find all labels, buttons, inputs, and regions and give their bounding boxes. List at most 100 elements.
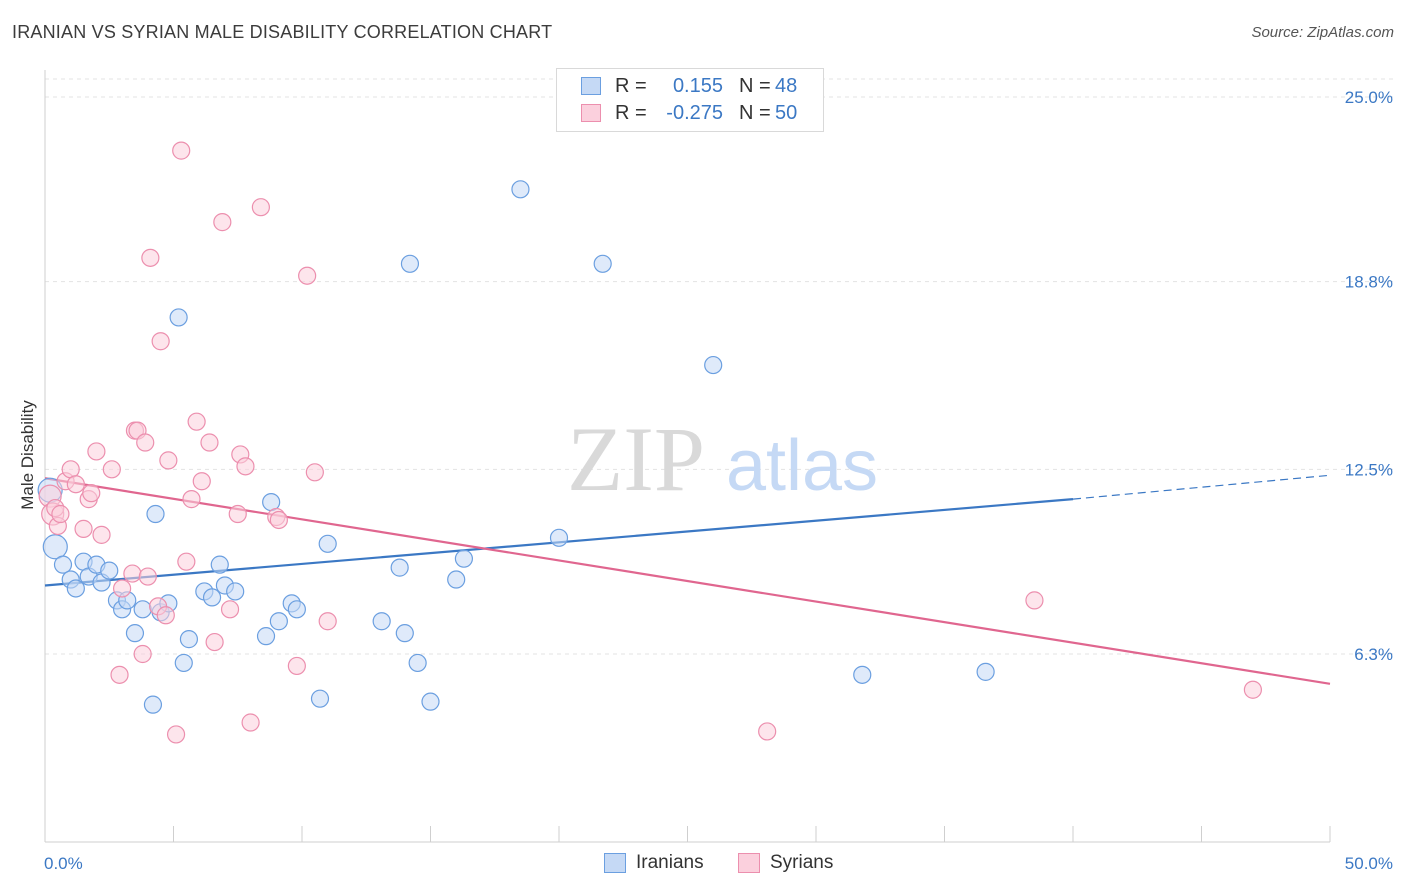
iranian-point-33	[318, 534, 337, 553]
watermark-zip: ZIP	[567, 408, 705, 510]
syrian-point-31	[187, 412, 206, 431]
legend-swatch-iranians	[581, 77, 601, 95]
iranian-point-13	[125, 624, 145, 643]
syrian-point-10	[82, 484, 101, 503]
series-legend-iranians: Iranians	[604, 852, 704, 874]
x-tick-label-max: 50.0%	[1345, 854, 1393, 873]
syrian-trend-line	[44, 477, 1331, 685]
series-legend-syrians: Syrians	[738, 852, 833, 874]
series-swatch-syrians	[738, 853, 760, 873]
syrian-point-14	[110, 665, 129, 684]
legend-r-label: R =	[615, 74, 647, 97]
syrian-point-15	[112, 579, 132, 598]
iranian-point-35	[390, 558, 409, 577]
syrian-point-46	[305, 463, 324, 482]
iranian-point-31	[287, 600, 306, 619]
watermark: ZIP atlas	[567, 408, 878, 510]
iranian-point-29	[269, 612, 288, 631]
y-axis-label: Male Disability	[18, 400, 37, 510]
tick-labels: 6.3% 12.5% 18.8% 25.0% 0.0% 50.0%	[44, 88, 1393, 873]
iranian-point-20	[174, 653, 193, 673]
series-legend: Iranians Syrians	[0, 852, 1406, 876]
iranian-point-34	[372, 612, 391, 631]
legend-r-value: -0.275	[666, 101, 723, 124]
y-tick-label-2: 18.8%	[1345, 273, 1393, 292]
iranian-point-26	[226, 582, 245, 601]
iranian-point-36	[395, 624, 414, 643]
iranian-point-23	[202, 588, 222, 607]
syrian-point-40	[241, 713, 260, 732]
syrian-point-7	[66, 475, 85, 494]
legend-n-value: 48	[775, 74, 798, 97]
syrian-point-27	[166, 725, 186, 744]
syrian-point-32	[192, 472, 211, 491]
x-tick-label-min: 0.0%	[44, 854, 83, 873]
iranian-point-15	[143, 695, 163, 714]
axes	[44, 70, 1331, 843]
legend-r-value: 0.155	[672, 74, 723, 97]
iranian-point-42	[511, 180, 530, 199]
iranian-point-4	[66, 579, 85, 598]
legend-swatch-syrians	[581, 104, 601, 122]
iranian-point-37	[400, 254, 420, 273]
syrian-point-28	[172, 141, 191, 160]
iranian-point-19	[169, 308, 188, 327]
syrian-point-30	[182, 490, 201, 509]
syrian-point-48	[758, 722, 777, 741]
legend-row-syrians: R = -0.275 N = 50	[581, 100, 797, 126]
iranian-point-43	[549, 528, 569, 547]
iranian-point-16	[146, 504, 165, 524]
syrian-point-43	[269, 510, 288, 530]
syrian-point-35	[213, 213, 232, 232]
y-tick-label-1: 12.5%	[1345, 460, 1393, 479]
iranian-point-27	[256, 627, 276, 646]
iranian-point-2	[53, 555, 73, 574]
stats-legend: R = 0.155 N = 48 R = -0.275 N = 50	[556, 68, 824, 132]
legend-n-label: N =	[739, 74, 771, 97]
syrian-point-16	[123, 564, 142, 583]
syrian-point-18	[133, 644, 152, 664]
syrian-point-24	[151, 332, 170, 351]
iranian-point-45	[704, 355, 723, 375]
iranian-trend-extension	[1072, 474, 1331, 500]
iranian-point-46	[853, 665, 872, 684]
syrian-point-41	[251, 198, 270, 217]
syrian-point-37	[228, 504, 247, 524]
syrian-point-39	[236, 457, 255, 476]
data-points	[37, 141, 1263, 744]
syrian-point-36	[220, 600, 240, 619]
syrian-point-12	[92, 525, 111, 544]
iranian-point-39	[421, 692, 440, 711]
syrian-point-49	[1025, 591, 1044, 610]
iranian-point-41	[454, 549, 474, 568]
iranian-point-32	[310, 689, 330, 708]
syrian-point-45	[298, 266, 317, 285]
syrian-point-25	[156, 606, 175, 625]
syrian-point-4	[51, 504, 70, 524]
syrian-point-50	[1243, 680, 1263, 699]
syrian-point-34	[205, 632, 224, 652]
iranian-point-40	[447, 570, 466, 589]
y-tick-label-3: 25.0%	[1345, 88, 1393, 107]
legend-n-label: N =	[739, 101, 771, 124]
iranian-point-1	[42, 534, 68, 560]
iranian-point-21	[179, 630, 199, 649]
chart-source: Source: ZipAtlas.com	[1251, 24, 1394, 41]
syrian-point-26	[159, 451, 178, 470]
syrian-point-8	[74, 519, 93, 538]
syrian-point-29	[177, 552, 196, 571]
iranian-point-38	[408, 653, 427, 673]
syrian-point-11	[87, 442, 106, 461]
syrian-point-21	[138, 567, 157, 586]
watermark-atlas: atlas	[726, 426, 878, 506]
series-label-syrians: Syrians	[770, 852, 834, 873]
legend-row-iranians: R = 0.155 N = 48	[581, 73, 797, 99]
syrian-point-33	[200, 433, 219, 452]
syrian-point-22	[141, 248, 160, 267]
series-label-iranians: Iranians	[636, 852, 704, 873]
legend-r-label: R =	[615, 101, 647, 124]
syrian-point-47	[318, 612, 337, 631]
iranian-point-14	[133, 600, 152, 619]
syrian-point-20	[136, 433, 155, 452]
